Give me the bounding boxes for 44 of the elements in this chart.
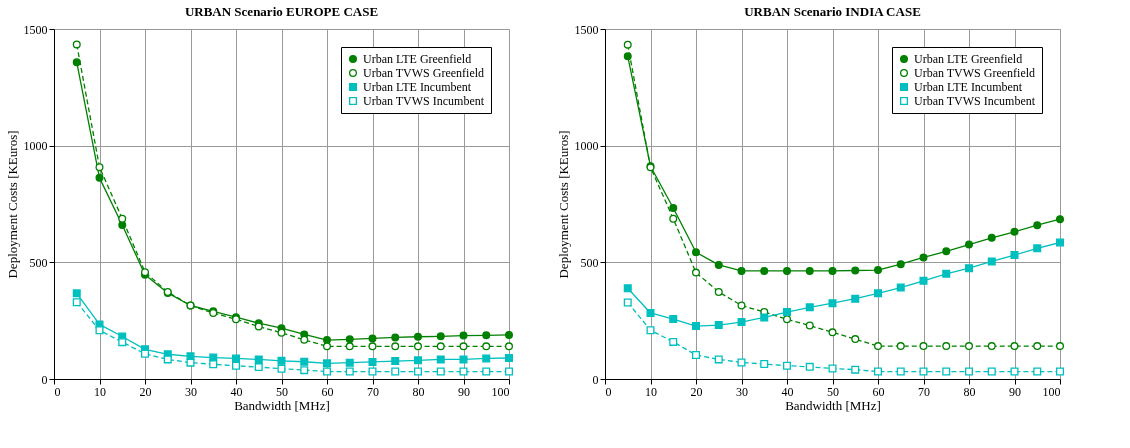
legend-label: Urban LTE Incumbent [363, 80, 472, 94]
x-tick-label: 10 [94, 384, 106, 399]
x-tick-label: 40 [781, 384, 794, 399]
x-axis-title: Bandwidth [MHz] [234, 397, 330, 413]
x-tick-label: 70 [918, 384, 930, 399]
x-tick-label: 50 [276, 384, 288, 399]
x-tick-label: 0 [54, 384, 61, 399]
x-tick-label: 90 [1009, 384, 1021, 399]
legend-label: Urban LTE Incumbent [914, 80, 1023, 94]
legend-label: Urban LTE Greenfield [363, 52, 472, 66]
x-tick-label: 90 [458, 384, 470, 399]
x-tick-label: 40 [230, 384, 243, 399]
x-tick-label: 50 [827, 384, 839, 399]
x-tick-label: 20 [139, 384, 152, 399]
legend-label: Urban TVWS Greenfield [914, 66, 1036, 80]
y-tick-label: 0 [41, 372, 48, 387]
x-tick-label: 100 [491, 384, 510, 399]
y-tick-label: 1500 [574, 22, 599, 37]
x-tick-label: 100 [1042, 384, 1061, 399]
x-tick-label: 80 [963, 384, 976, 399]
legend-label: Urban TVWS Incumbent [914, 94, 1036, 108]
y-tick-label: 1000 [574, 139, 599, 154]
x-axis-title: Bandwidth [MHz] [785, 397, 881, 413]
x-tick-label: 70 [367, 384, 379, 399]
legend-label: Urban LTE Greenfield [914, 52, 1023, 66]
y-tick-label: 500 [580, 255, 599, 270]
x-tick-label: 0 [605, 384, 612, 399]
x-tick-label: 30 [736, 384, 748, 399]
y-axis-title: Deployment Costs [KEuros] [555, 130, 571, 279]
x-tick-label: 60 [872, 384, 885, 399]
legend-label: Urban TVWS Greenfield [363, 66, 485, 80]
chart-title: URBAN Scenario EUROPE CASE [184, 4, 379, 19]
y-tick-label: 0 [592, 372, 599, 387]
y-tick-label: 1000 [23, 139, 48, 154]
chart-title: URBAN Scenario INDIA CASE [744, 4, 921, 19]
x-tick-label: 30 [185, 384, 197, 399]
x-tick-label: 10 [645, 384, 657, 399]
y-axis-title: Deployment Costs [KEuros] [4, 130, 20, 279]
x-tick-label: 20 [690, 384, 703, 399]
x-tick-label: 80 [412, 384, 425, 399]
y-tick-label: 1500 [23, 22, 48, 37]
legend-label: Urban TVWS Incumbent [363, 94, 485, 108]
x-tick-label: 60 [321, 384, 334, 399]
y-tick-label: 500 [29, 255, 48, 270]
